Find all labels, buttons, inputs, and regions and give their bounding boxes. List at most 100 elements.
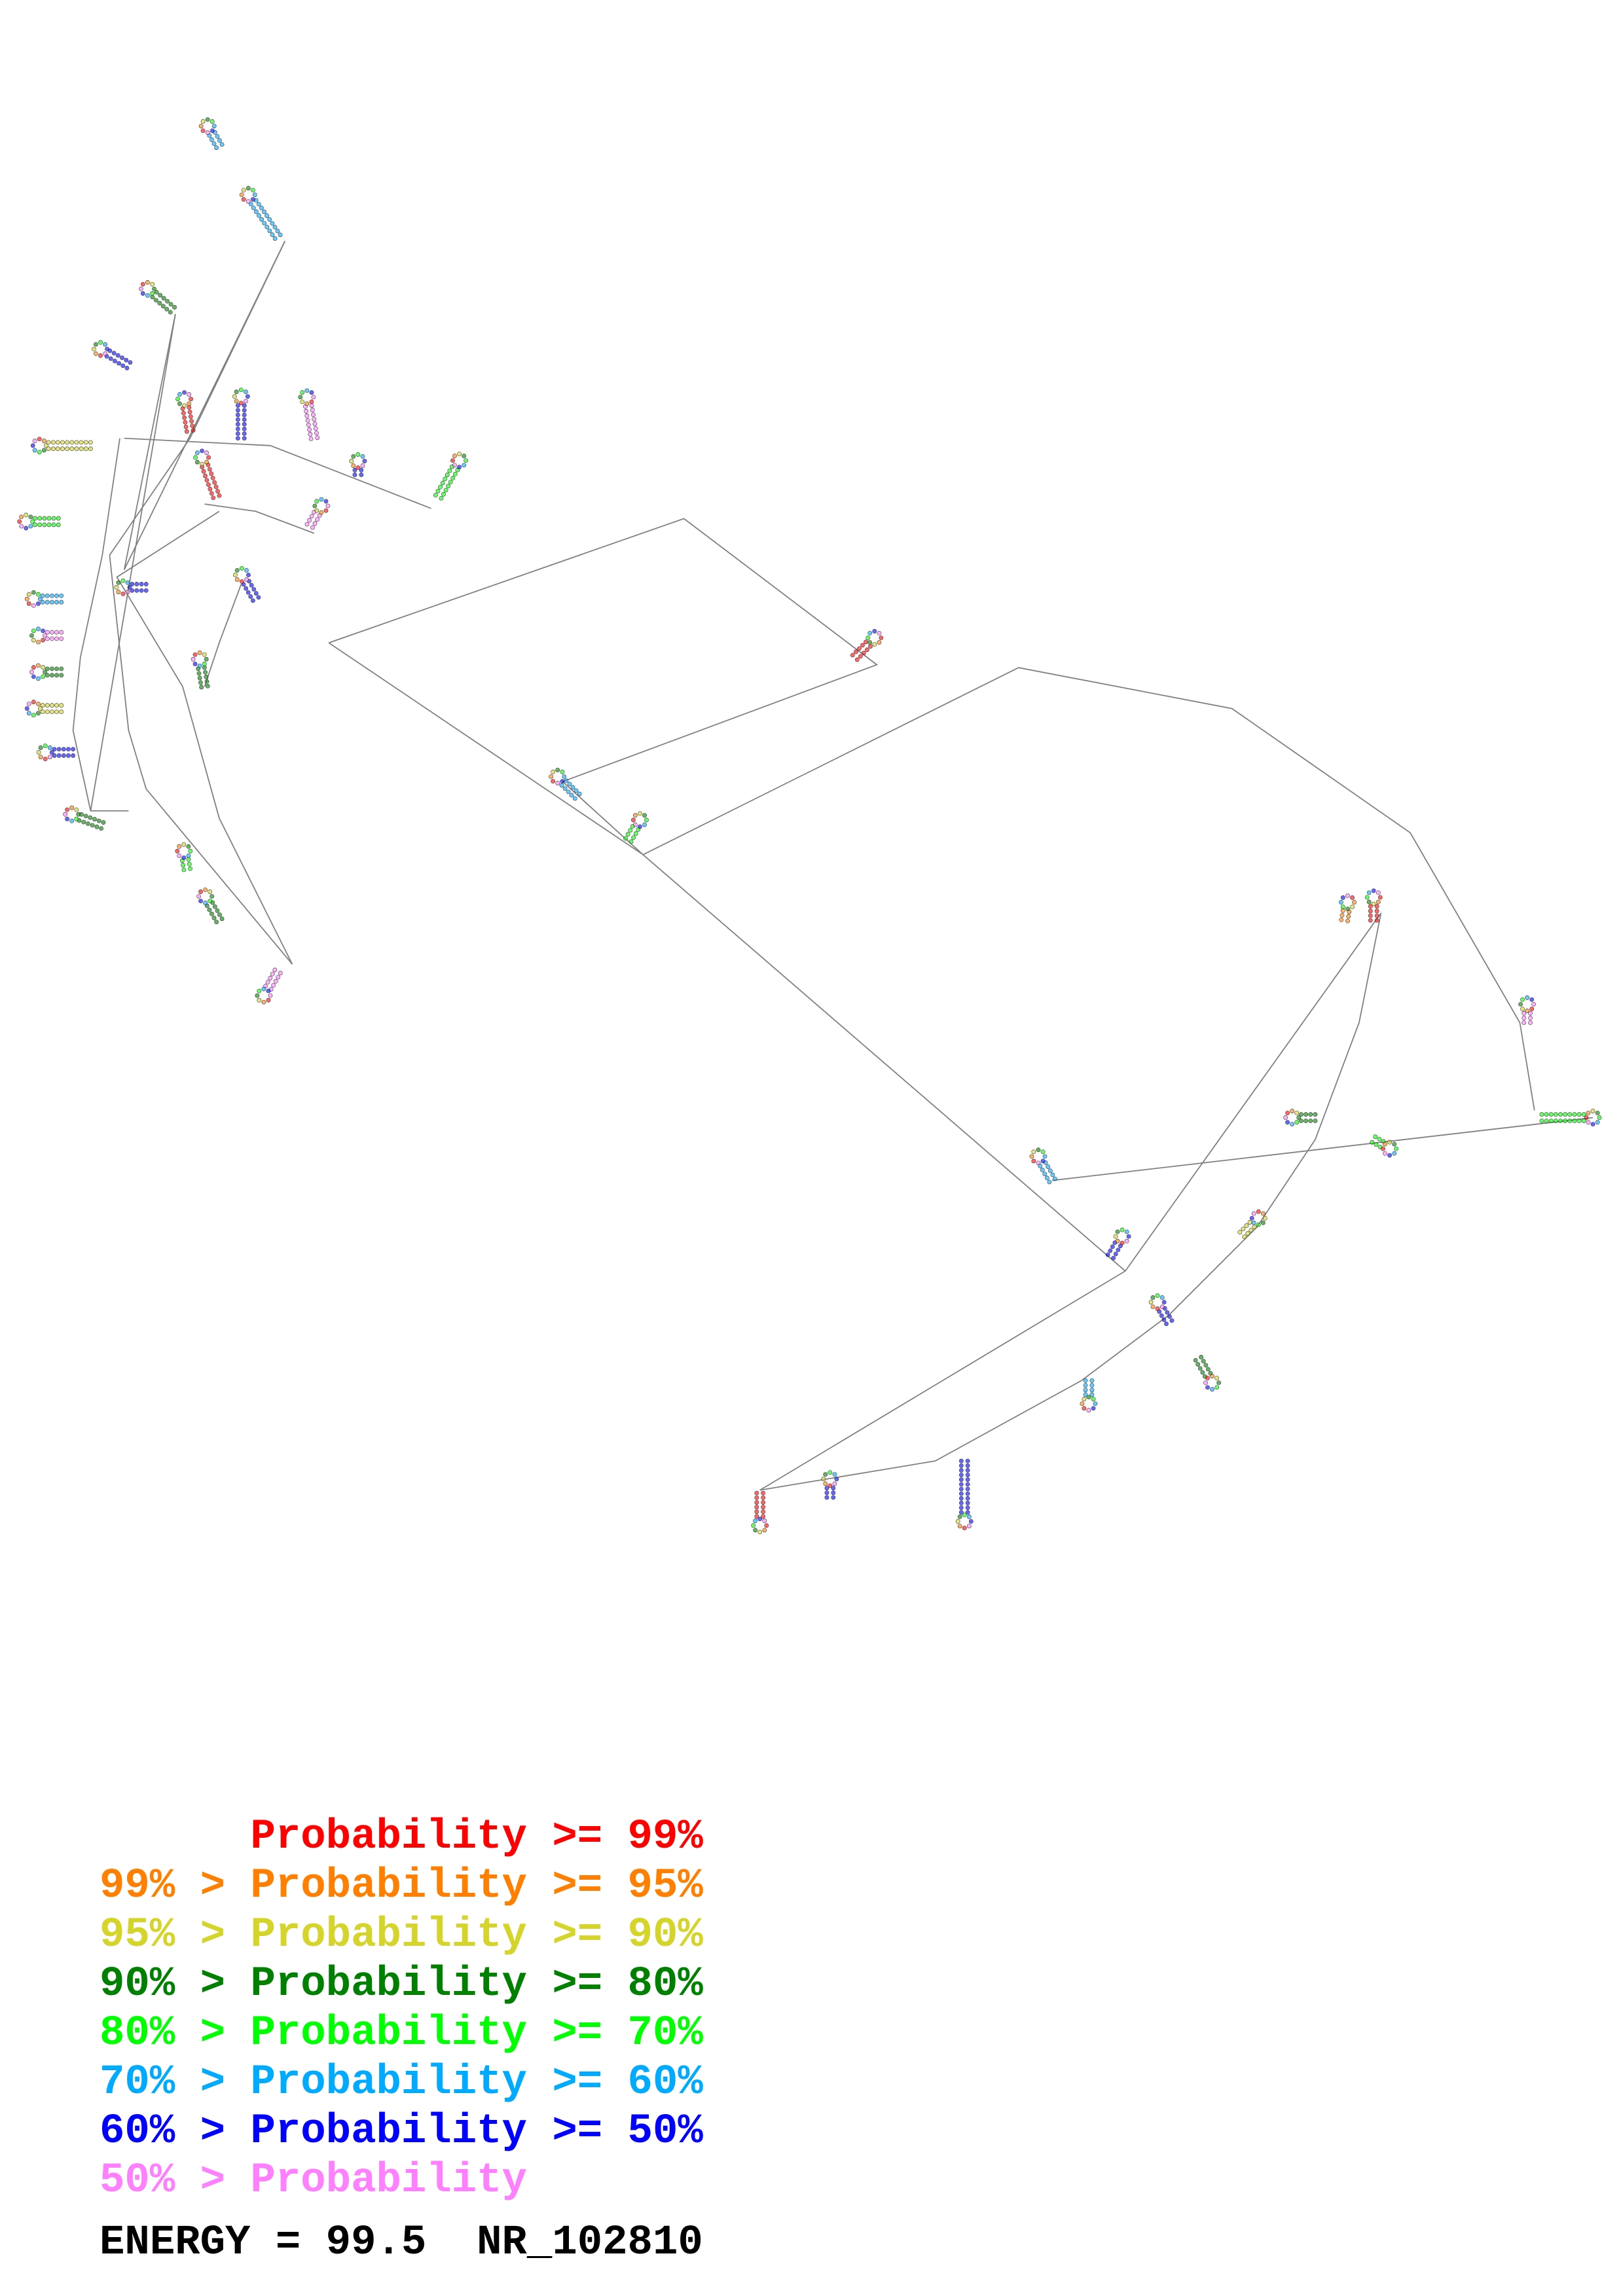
nucleotide <box>1522 1011 1527 1016</box>
nucleotide <box>45 630 50 635</box>
loop-nucleotide <box>319 497 324 502</box>
loop-nucleotide <box>311 395 316 400</box>
nucleotide <box>211 495 216 501</box>
nucleotide <box>256 202 261 207</box>
stem-loop <box>193 448 222 501</box>
legend-suffix: >= 99% <box>526 1814 703 1861</box>
loop-nucleotide <box>1040 1149 1046 1155</box>
loop-nucleotide <box>31 713 36 718</box>
nucleotide <box>1169 1318 1175 1323</box>
loop-nucleotide <box>1214 1385 1220 1390</box>
stem-loop <box>1518 995 1537 1025</box>
nucleotide <box>254 209 259 214</box>
loop-nucleotide <box>200 448 204 454</box>
loop-nucleotide <box>19 524 24 529</box>
nucleotide <box>958 1473 964 1477</box>
nucleotide <box>1340 908 1345 913</box>
nucleotide <box>1048 1168 1053 1174</box>
stem-loop <box>30 437 93 455</box>
backbone-segment <box>116 511 293 965</box>
stem-loop <box>1105 1227 1131 1261</box>
loop-nucleotide <box>241 188 246 192</box>
nucleotide <box>50 703 54 708</box>
nucleotide <box>187 405 192 410</box>
loop-nucleotide <box>195 459 200 465</box>
loop-nucleotide <box>1595 1120 1600 1125</box>
legend-suffix: >= 80% <box>526 1961 703 2008</box>
loop-nucleotide <box>250 188 255 192</box>
nucleotide <box>213 484 219 490</box>
nucleotide <box>1522 1020 1527 1025</box>
nucleotide <box>1522 1015 1527 1020</box>
loop-nucleotide <box>1383 1141 1387 1147</box>
loop-nucleotide <box>1392 1151 1397 1156</box>
nucleotide <box>754 1514 759 1519</box>
nucleotide <box>203 670 208 675</box>
nucleotide <box>244 586 249 591</box>
loop-nucleotide <box>351 463 356 468</box>
nucleotide <box>958 1458 964 1463</box>
loop-nucleotide <box>187 401 192 406</box>
nucleotide <box>1244 1223 1249 1228</box>
nucleotide <box>1304 1119 1309 1123</box>
stem-loop <box>1283 1109 1318 1127</box>
nucleotide <box>1339 917 1344 922</box>
loop-nucleotide <box>823 1481 828 1486</box>
loop-nucleotide <box>200 461 204 467</box>
nucleotide <box>1245 1231 1250 1236</box>
loop-nucleotide <box>29 670 34 675</box>
nucleotide <box>754 1509 759 1515</box>
probability-legend: Probability >= 99% 99% > Probability >= … <box>100 1813 1623 2206</box>
nucleotide <box>308 437 314 441</box>
nucleotide <box>45 703 50 708</box>
nucleotide <box>69 446 75 452</box>
loop-nucleotide <box>94 351 98 356</box>
nucleotide <box>1241 1227 1246 1232</box>
loop-nucleotide <box>63 812 68 817</box>
nucleotide <box>45 709 50 714</box>
nucleotide <box>861 651 866 656</box>
loop-nucleotide <box>1590 1122 1596 1127</box>
loop-nucleotide <box>268 993 273 998</box>
loop-nucleotide <box>1040 1158 1046 1164</box>
loop-nucleotide <box>877 640 882 645</box>
loop-nucleotide <box>1339 900 1343 905</box>
loop-nucleotide <box>966 1524 972 1529</box>
nucleotide <box>191 428 196 433</box>
loop-nucleotide <box>1294 1111 1300 1115</box>
loop-nucleotide <box>192 652 198 657</box>
loop-nucleotide <box>349 459 354 463</box>
nucleotide <box>1050 1172 1055 1177</box>
stem-loop <box>36 744 76 762</box>
nucleotide <box>958 1482 964 1487</box>
loop-nucleotide <box>41 448 46 453</box>
nucleotide <box>37 516 43 521</box>
loop-nucleotide <box>208 899 213 904</box>
loop-nucleotide <box>43 670 47 675</box>
nucleotide <box>165 298 170 304</box>
backbone-lines <box>72 240 1594 1491</box>
loop-nucleotide <box>832 1481 837 1486</box>
nucleotide <box>197 675 202 681</box>
backbone-segment <box>109 555 293 965</box>
loop-nucleotide <box>1383 1151 1387 1156</box>
loop-nucleotide <box>195 450 200 456</box>
loop-nucleotide <box>462 454 467 458</box>
nucleotide <box>235 426 240 431</box>
loop-nucleotide <box>49 750 54 755</box>
loop-nucleotide <box>1031 1149 1036 1155</box>
nucleotide <box>210 475 215 480</box>
nucleotide <box>242 403 247 408</box>
loop-nucleotide <box>821 1477 826 1482</box>
nucleotide <box>215 908 220 913</box>
nucleotide <box>352 473 357 477</box>
nucleotide <box>1165 1310 1170 1315</box>
loop-nucleotide <box>1290 1109 1295 1113</box>
loop-nucleotide <box>1597 1115 1602 1120</box>
nucleotide <box>253 591 259 596</box>
loop-nucleotide <box>452 463 457 468</box>
legend-label: Probability <box>250 2059 527 2106</box>
loop-nucleotide <box>1285 1111 1290 1115</box>
nucleotide <box>37 522 43 528</box>
